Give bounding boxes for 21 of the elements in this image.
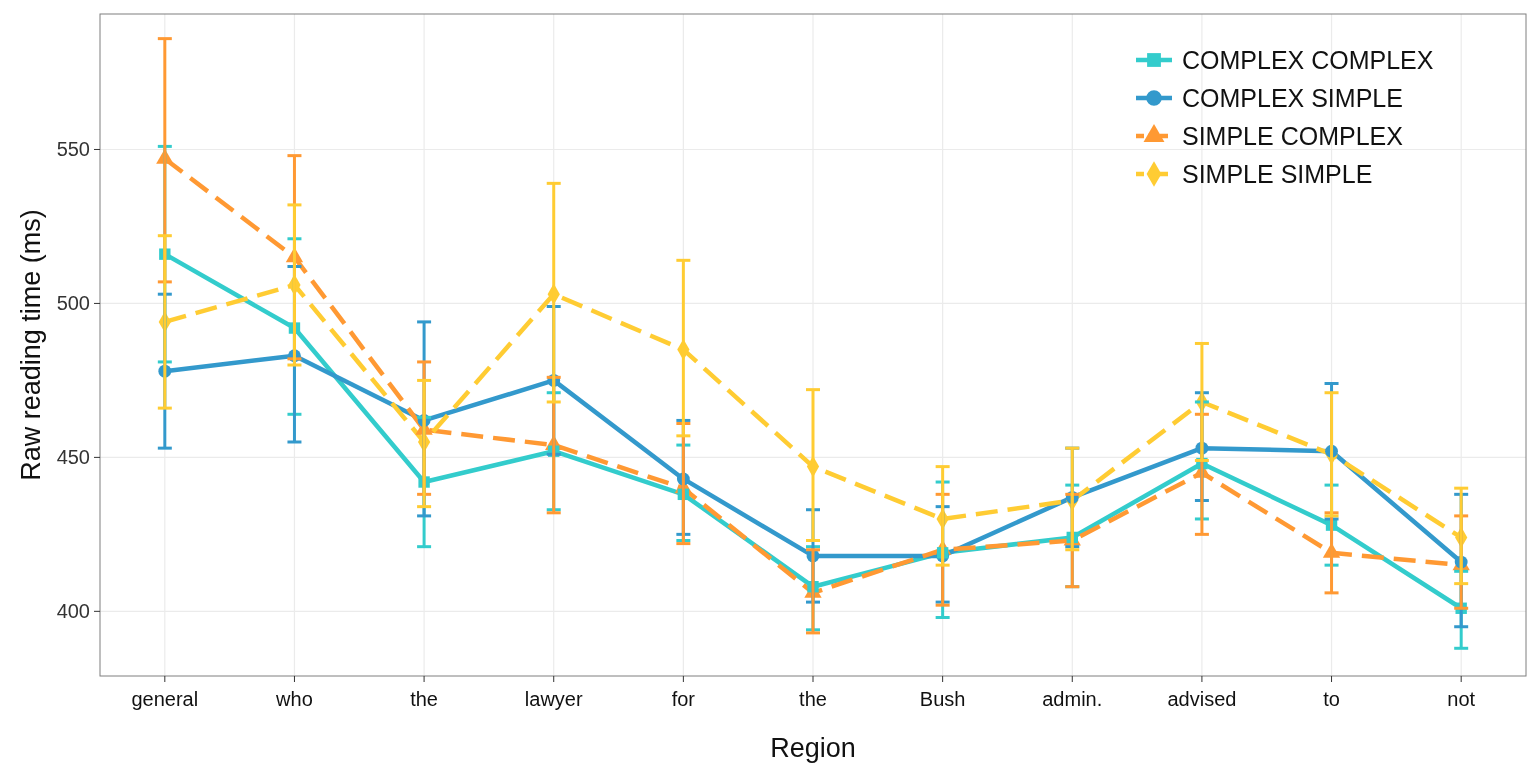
x-tick-label: admin. <box>1042 688 1103 710</box>
y-tick-label: 500 <box>56 292 90 315</box>
legend-label: COMPLEX COMPLEX <box>1182 45 1434 74</box>
x-tick-label: to <box>1323 688 1340 710</box>
y-tick-label: 550 <box>56 138 90 161</box>
legend-label: COMPLEX SIMPLE <box>1182 83 1403 112</box>
x-tick-label: the <box>799 688 827 710</box>
y-tick-label: 400 <box>56 600 90 623</box>
legend-label: SIMPLE COMPLEX <box>1182 121 1404 150</box>
x-tick-label: advised <box>1167 688 1237 710</box>
y-tick-label: 450 <box>56 446 90 469</box>
y-axis-title: Raw reading time (ms) <box>16 209 46 481</box>
x-axis-title: Region <box>770 733 856 763</box>
x-tick-label: general <box>131 688 199 710</box>
legend-label: SIMPLE SIMPLE <box>1182 159 1373 188</box>
x-tick-label: for <box>671 688 696 710</box>
x-tick-label: lawyer <box>524 688 583 710</box>
x-tick-label: who <box>275 688 313 710</box>
x-tick-label: Bush <box>919 688 966 710</box>
x-tick-label: not <box>1447 688 1476 710</box>
x-tick-label: the <box>410 688 438 710</box>
